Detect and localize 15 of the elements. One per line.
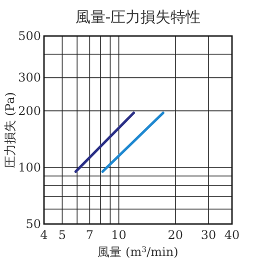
y-axis-title: 圧力損失 (Pa) [3,92,17,168]
x-tick-label: 30 [200,228,216,242]
y-tick-label: 500 [18,29,41,43]
x-tick-label: 20 [168,228,184,242]
y-tick-label: 200 [18,104,41,118]
x-tick-label: 5 [58,228,66,242]
y-tick-label: 50 [26,217,41,231]
x-tick-label: 10 [111,228,126,242]
x-tick-label: 4 [40,228,48,242]
x-axis-title: 風量 (m$^{3}$/min) [98,244,178,259]
y-tick-label: 300 [18,70,41,85]
x-tick-label: 7 [86,228,94,242]
x-tick-label: 40 [224,228,240,242]
chart-title: 風量-圧力損失特性 [75,8,201,26]
y-tick-label: 100 [18,160,41,174]
